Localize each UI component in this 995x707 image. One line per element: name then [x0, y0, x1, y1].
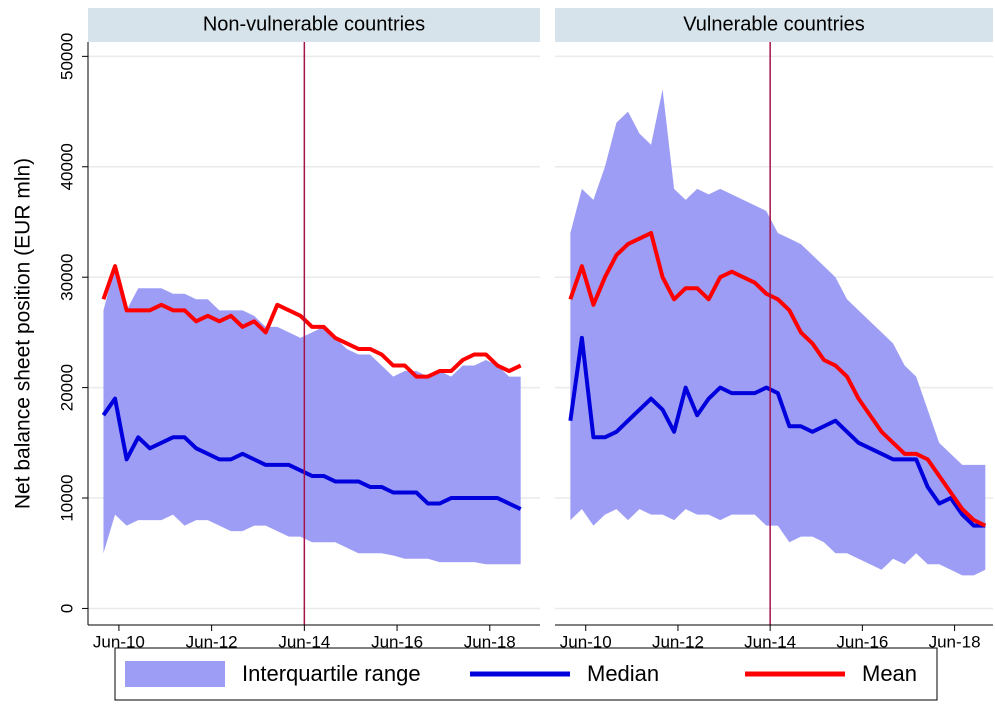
panel-title: Vulnerable countries: [683, 13, 865, 35]
x-tick-label: Jun-18: [929, 632, 981, 651]
x-tick-label: Jun-14: [744, 632, 796, 651]
y-axis-label: Net balance sheet position (EUR mln): [12, 158, 35, 509]
y-tick-label: 0: [57, 604, 76, 613]
y-tick-label: 10000: [57, 474, 76, 521]
x-tick-label: Jun-16: [371, 632, 423, 651]
iqr-band: [103, 266, 521, 565]
series-line: [568, 335, 986, 528]
legend: Interquartile range Median Mean: [114, 647, 938, 701]
panel-header: [555, 8, 993, 42]
panel: Vulnerable countries Jun-10 Jun-12 Jun-14 Ju…: [555, 8, 993, 651]
panel: Non-vulnerable countries Jun-10 Jun-12 Jun-…: [12, 8, 540, 651]
x-tick-label: Jun-10: [560, 632, 612, 651]
legend-label: Interquartile range: [242, 661, 421, 686]
y-tick-label: 50000: [57, 33, 76, 80]
panel-header: [88, 8, 540, 42]
x-tick-label: Jun-10: [93, 632, 145, 651]
series-line: [101, 396, 522, 511]
legend-label: Mean: [862, 661, 917, 686]
legend-label: Median: [587, 661, 659, 686]
x-tick-label: Jun-14: [278, 632, 330, 651]
y-tick-label: 30000: [57, 254, 76, 301]
series-line: [101, 264, 522, 379]
x-tick-label: Jun-12: [186, 632, 238, 651]
series-line: [568, 231, 987, 528]
x-tick-label: Jun-12: [652, 632, 704, 651]
y-tick-label: 40000: [57, 143, 76, 190]
x-tick-label: Jun-16: [836, 632, 888, 651]
panel-title: Non-vulnerable countries: [203, 13, 425, 35]
legend-swatch: [125, 661, 225, 687]
x-tick-label: Jun-18: [464, 632, 516, 651]
y-tick-label: 20000: [57, 364, 76, 411]
